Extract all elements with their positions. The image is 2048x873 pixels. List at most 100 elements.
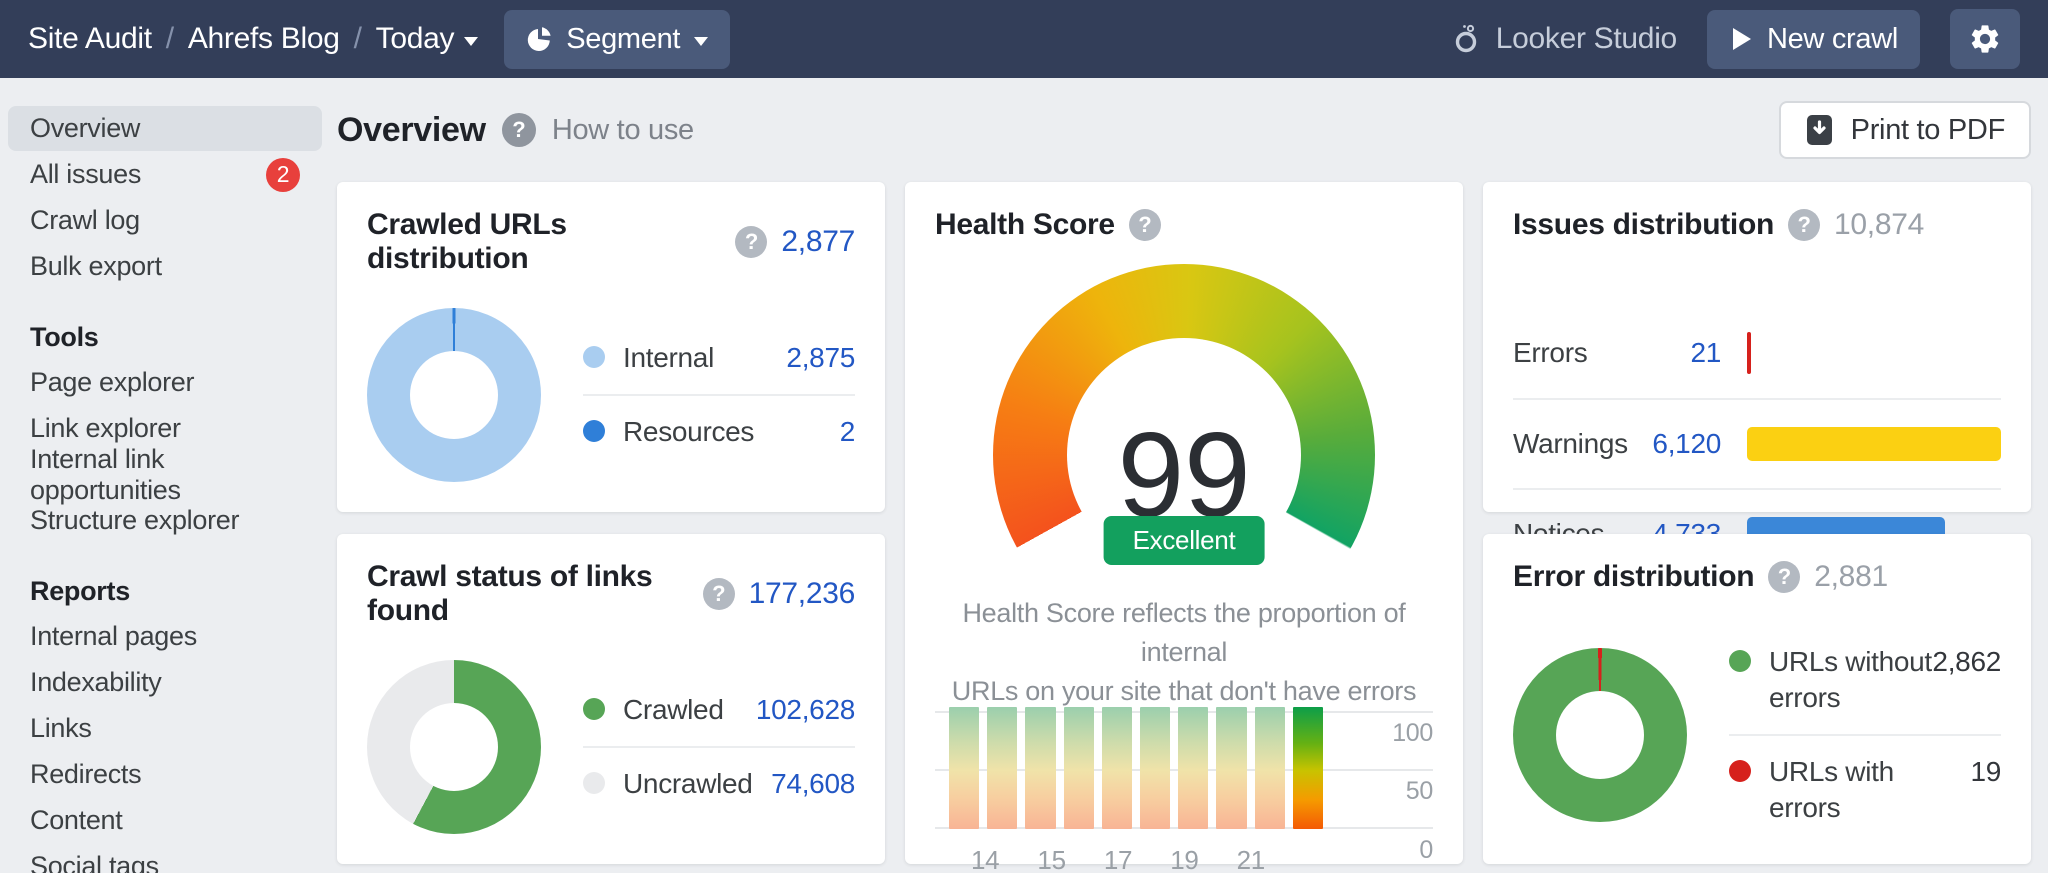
issue-label: Warnings	[1513, 428, 1628, 459]
sidebar-item-redirects[interactable]: Redirects	[8, 752, 322, 797]
date-dropdown-label: Today	[375, 22, 455, 55]
sidebar-item-social-tags[interactable]: Social tags	[8, 844, 322, 873]
help-icon[interactable]: ?	[1128, 209, 1161, 241]
trend-bar[interactable]	[1140, 707, 1171, 829]
trend-bar[interactable]	[987, 707, 1018, 829]
legend-dot	[583, 698, 605, 720]
legend-label: Resources	[623, 416, 755, 447]
crawl-status-donut-chart	[367, 660, 541, 834]
legend-value-link[interactable]: 2	[839, 416, 856, 447]
pie-chart-icon	[528, 27, 551, 51]
card-title: Health Score	[935, 208, 1115, 241]
x-axis-labels: 14 Dec 15 Dec 17 Dec 19 Dec 21 Dec	[935, 829, 1433, 873]
crawled-total-link[interactable]: 2,877	[781, 225, 855, 258]
sidebar-item-overview[interactable]: Overview	[8, 106, 322, 151]
looker-studio-link[interactable]: Looker Studio	[1452, 22, 1677, 56]
sidebar-item-label: Social tags	[30, 851, 159, 873]
legend-dot	[583, 772, 605, 794]
error-distribution-card: Error distribution ? 2,881 URLs without …	[1483, 534, 2031, 864]
new-crawl-button[interactable]: New crawl	[1706, 9, 1920, 69]
legend-value: 2,862	[1932, 646, 2001, 677]
errors-bar	[1747, 332, 1751, 374]
new-crawl-label: New crawl	[1766, 22, 1898, 55]
crawled-urls-card: Crawled URLs distribution ? 2,877 Intern…	[337, 182, 885, 512]
legend-dot	[1729, 760, 1751, 782]
sidebar-item-label: Crawl log	[30, 205, 140, 235]
sidebar-item-label: Bulk export	[30, 251, 162, 281]
sidebar: Overview All issues 2 Crawl log Bulk exp…	[0, 78, 330, 873]
legend-item-urls-with-errors: URLs with errors 19	[1729, 734, 2001, 844]
sidebar-item-bulk-export[interactable]: Bulk export	[8, 244, 322, 289]
sidebar-item-indexability[interactable]: Indexability	[8, 660, 322, 705]
how-to-use-link[interactable]: How to use	[551, 113, 694, 146]
breadcrumb-project[interactable]: Ahrefs Blog	[187, 22, 340, 55]
card-title: Error distribution	[1513, 560, 1755, 593]
date-dropdown[interactable]: Today	[376, 22, 479, 56]
sidebar-item-structure-explorer[interactable]: Structure explorer	[8, 498, 322, 543]
print-to-pdf-button[interactable]: Print to PDF	[1778, 101, 2031, 159]
legend-item-uncrawled: Uncrawled 74,608	[583, 746, 855, 820]
help-icon[interactable]: ?	[1788, 209, 1821, 241]
legend-value-link[interactable]: 102,628	[755, 694, 855, 725]
legend-label: Crawled	[623, 694, 724, 725]
y-axis-tick: 100	[1392, 719, 1433, 747]
trend-bar[interactable]	[1254, 707, 1285, 829]
issue-value-link[interactable]: 21	[1690, 337, 1721, 368]
sidebar-item-links[interactable]: Links	[8, 706, 322, 751]
chevron-down-icon	[694, 36, 709, 46]
legend-item-urls-without-errors: URLs without errors 2,862	[1729, 626, 2001, 734]
trend-bar[interactable]	[1063, 707, 1094, 829]
links-total-link[interactable]: 177,236	[748, 577, 856, 610]
sidebar-item-internal-pages[interactable]: Internal pages	[8, 614, 322, 659]
looker-studio-icon	[1455, 24, 1476, 53]
help-icon[interactable]: ?	[1768, 561, 1801, 593]
issue-value-link[interactable]: 6,120	[1652, 428, 1721, 459]
help-icon[interactable]: ?	[501, 113, 536, 147]
warnings-bar	[1747, 427, 2001, 461]
trend-bar-current[interactable]	[1292, 707, 1324, 829]
play-icon	[1732, 28, 1751, 50]
page-title: Overview	[337, 110, 486, 149]
legend-dot	[1729, 650, 1751, 672]
breadcrumb-site-audit[interactable]: Site Audit	[28, 22, 152, 55]
trend-bar[interactable]	[949, 707, 980, 829]
help-icon[interactable]: ?	[735, 226, 768, 258]
issue-label: Errors	[1513, 337, 1588, 368]
legend-value: 19	[1970, 756, 2001, 787]
x-axis-tick: 15 Dec	[1037, 845, 1066, 873]
breadcrumb-separator: /	[165, 22, 174, 55]
crawled-donut-chart	[367, 308, 541, 482]
legend-item-resources: Resources 2	[583, 394, 855, 468]
sidebar-item-label: All issues	[30, 159, 142, 189]
sidebar-item-label: Structure explorer	[30, 505, 240, 535]
sidebar-item-link-explorer[interactable]: Link explorer	[8, 406, 322, 451]
trend-bar[interactable]	[1101, 707, 1133, 829]
settings-button[interactable]	[1950, 9, 2020, 69]
legend-dot	[583, 346, 605, 368]
legend-value-link[interactable]: 74,608	[771, 768, 855, 799]
legend: Internal 2,875 Resources 2	[583, 322, 855, 468]
legend-label: URLs without errors	[1769, 646, 1932, 713]
x-axis-tick: 19 Dec	[1170, 845, 1199, 873]
trend-bar[interactable]	[1216, 707, 1247, 829]
legend-dot	[583, 420, 605, 442]
help-icon[interactable]: ?	[702, 578, 735, 610]
sidebar-item-page-explorer[interactable]: Page explorer	[8, 360, 322, 405]
legend-value-link[interactable]: 2,875	[786, 342, 855, 373]
x-axis-tick: 17 Dec	[1103, 845, 1133, 873]
sidebar-item-crawl-log[interactable]: Crawl log	[8, 198, 322, 243]
legend-item-crawled: Crawled 102,628	[583, 674, 855, 746]
sidebar-item-label: Overview	[30, 113, 141, 143]
sidebar-item-label: Content	[30, 805, 123, 835]
segment-button[interactable]: Segment	[504, 9, 731, 69]
sidebar-item-label: Indexability	[30, 667, 162, 697]
sidebar-item-content[interactable]: Content	[8, 798, 322, 843]
sidebar-item-internal-link-opportunities[interactable]: Internal link opportunities	[8, 444, 322, 505]
trend-bar[interactable]	[1025, 707, 1056, 829]
pdf-download-icon	[1806, 115, 1832, 145]
sidebar-item-label: Link explorer	[30, 413, 181, 443]
sidebar-item-all-issues[interactable]: All issues 2	[8, 152, 322, 197]
trend-bars	[949, 707, 1324, 829]
trend-bar[interactable]	[1178, 707, 1209, 829]
